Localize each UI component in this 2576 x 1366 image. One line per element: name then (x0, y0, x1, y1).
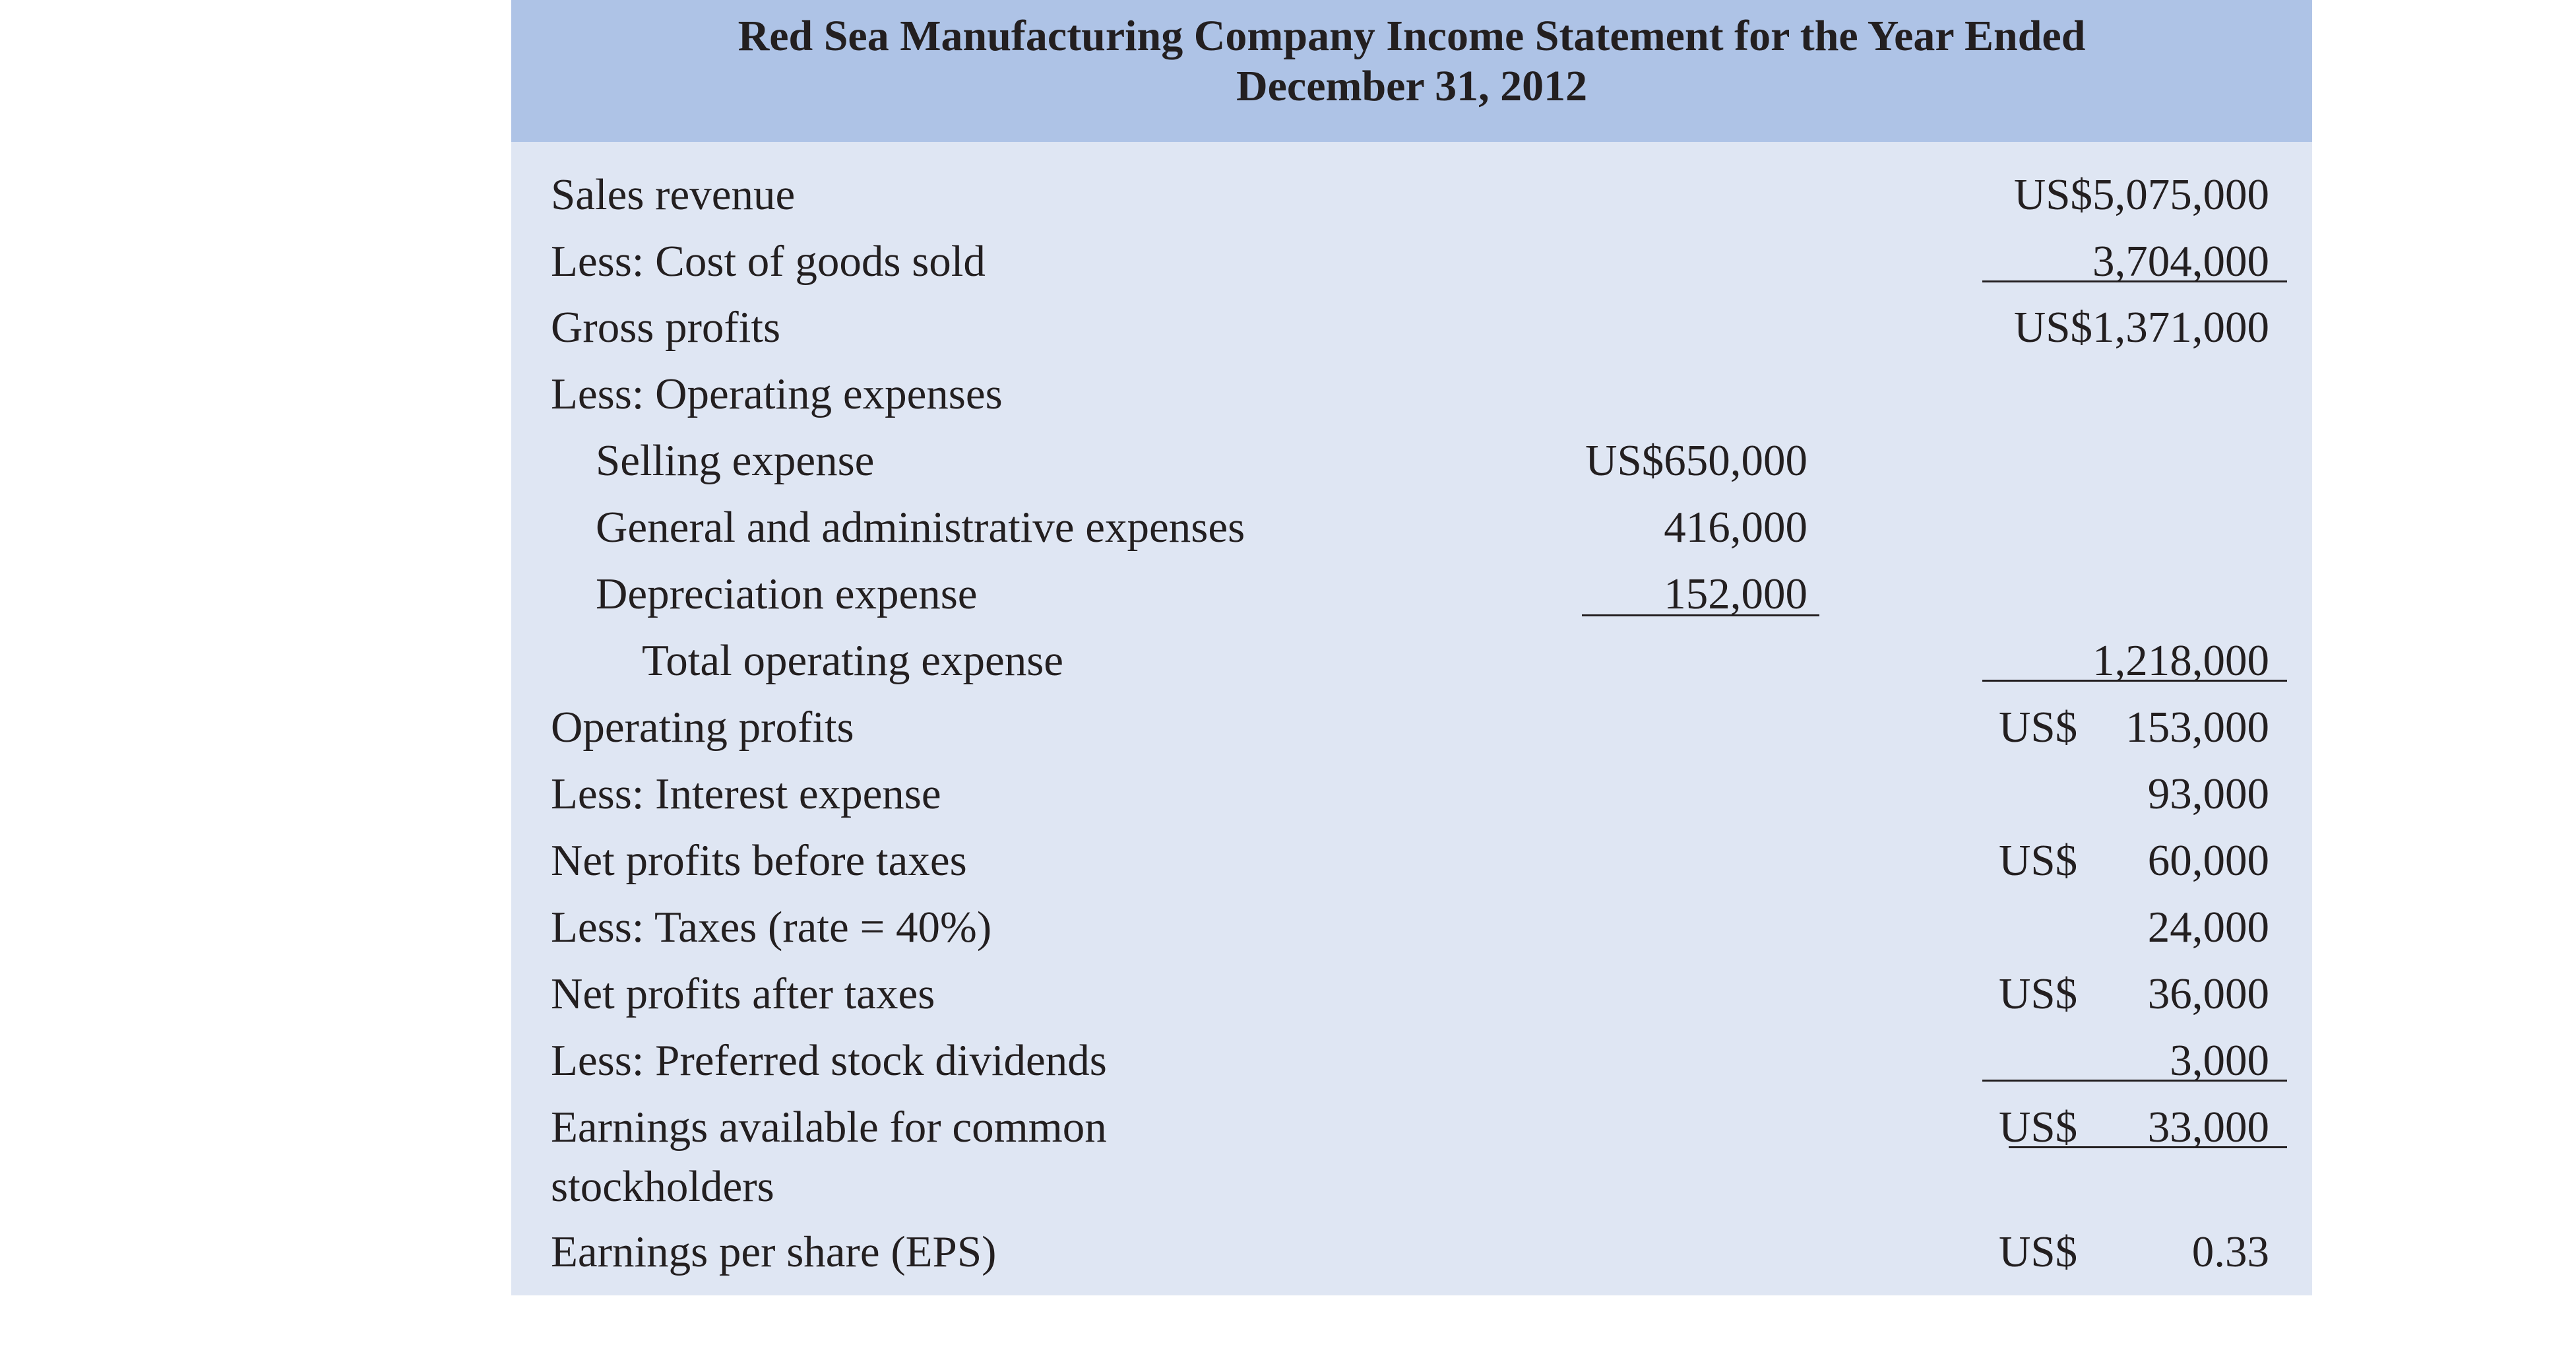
label-operating-expenses: Less: Operating expenses (551, 370, 1003, 418)
amount-sales-revenue: US$5,075,000 (2013, 170, 2269, 219)
value-selling-expense: US$650,000 (1585, 436, 1807, 485)
underline-cogs (1982, 280, 2287, 282)
underline-total-opex (1982, 680, 2287, 682)
underline-preferred-dividends (1982, 1080, 2287, 1082)
label-sales-revenue: Sales revenue (551, 170, 796, 219)
amount-gross-profits: US$1,371,000 (2013, 303, 2269, 352)
title-line-1: Red Sea Manufacturing Company Income Sta… (738, 12, 2086, 60)
currency-earnings-available: US$ (1999, 1103, 2078, 1152)
label-net-profits-after-taxes: Net profits after taxes (551, 969, 935, 1018)
income-statement-table: Red Sea Manufacturing Company Income Sta… (511, 0, 2312, 1295)
amount-interest-expense: 93,000 (2147, 769, 2269, 818)
amount-taxes: 24,000 (2147, 903, 2269, 952)
currency-eps: US$ (1999, 1227, 2078, 1276)
underline-depreciation (1582, 614, 1819, 616)
statement-title: Red Sea Manufacturing Company Income Sta… (511, 11, 2312, 112)
label-cost-of-goods-sold: Less: Cost of goods sold (551, 237, 986, 286)
table-header: Red Sea Manufacturing Company Income Sta… (511, 0, 2312, 142)
currency-net-profits-after-taxes: US$ (1999, 969, 2078, 1018)
amount-eps: 0.33 (2191, 1227, 2269, 1276)
label-general-admin-expenses: General and administrative expenses (596, 503, 1245, 552)
label-taxes: Less: Taxes (rate = 40%) (551, 903, 992, 952)
amount-net-profits-before-taxes: 60,000 (2147, 836, 2269, 885)
amount-operating-profits: 153,000 (2125, 703, 2269, 752)
label-preferred-dividends: Less: Preferred stock dividends (551, 1036, 1107, 1085)
title-line-2: December 31, 2012 (1236, 62, 1588, 110)
amount-preferred-dividends: 3,000 (2170, 1036, 2269, 1085)
label-net-profits-before-taxes: Net profits before taxes (551, 836, 967, 885)
value-general-admin-expenses: 416,000 (1664, 503, 1807, 552)
label-gross-profits: Gross profits (551, 303, 781, 352)
label-interest-expense: Less: Interest expense (551, 769, 941, 818)
value-depreciation-expense: 152,000 (1664, 569, 1807, 618)
label-operating-profits: Operating profits (551, 703, 854, 752)
amount-net-profits-after-taxes: 36,000 (2147, 969, 2269, 1018)
amount-total-operating-expense: 1,218,000 (2092, 636, 2269, 685)
label-eps: Earnings per share (EPS) (551, 1227, 997, 1276)
label-selling-expense: Selling expense (596, 436, 875, 485)
amount-cost-of-goods-sold: 3,704,000 (2092, 237, 2269, 286)
underline-earnings-available (2009, 1146, 2287, 1148)
currency-net-profits-before-taxes: US$ (1999, 836, 2078, 885)
label-earnings-available: Earnings available for common stockholde… (551, 1103, 1107, 1211)
currency-operating-profits: US$ (1999, 703, 2078, 752)
amount-earnings-available: 33,000 (2147, 1103, 2269, 1152)
label-depreciation-expense: Depreciation expense (596, 569, 978, 618)
label-total-operating-expense: Total operating expense (642, 636, 1064, 685)
